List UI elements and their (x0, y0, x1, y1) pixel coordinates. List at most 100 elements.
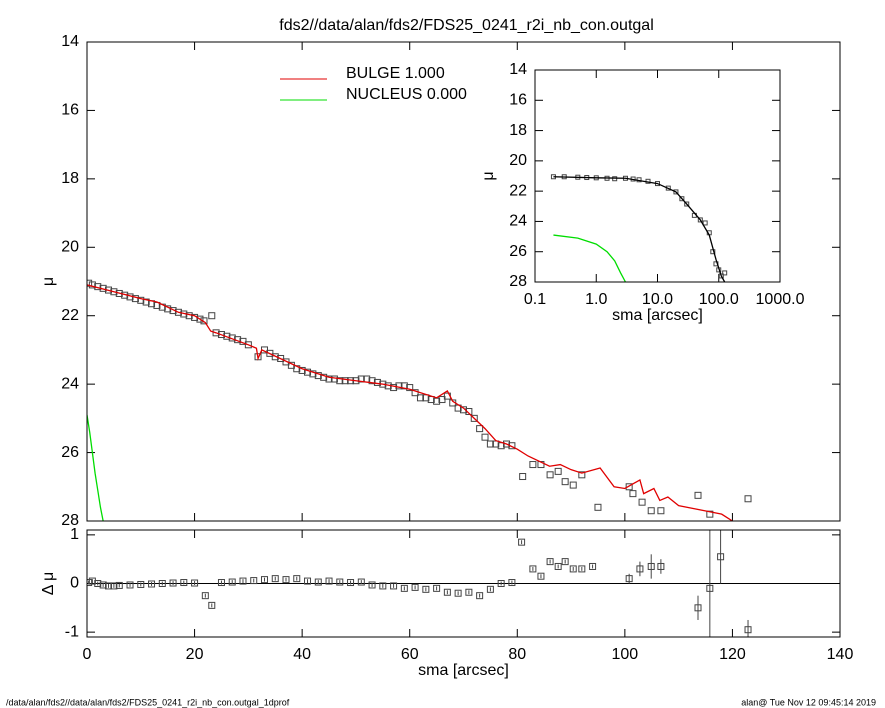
data-point (694, 604, 702, 612)
y-tick-label: 1 (70, 526, 79, 543)
data-point (625, 483, 633, 491)
data-point (336, 377, 344, 385)
x-tick-label: 140 (827, 646, 854, 663)
data-point (110, 288, 118, 296)
data-point (298, 366, 306, 374)
data-point (357, 578, 365, 586)
y-axis-label: Δ μ (40, 572, 57, 595)
data-point (702, 220, 708, 226)
x-tick-label: 60 (401, 646, 419, 663)
x-tick-label: 1000.0 (756, 291, 805, 308)
data-point (271, 353, 279, 361)
chart-title: fds2//data/alan/fds2/FDS25_0241_r2i_nb_c… (279, 17, 654, 34)
data-point (196, 315, 204, 323)
data-point (629, 490, 637, 498)
data-point (208, 312, 216, 320)
data-point (706, 584, 714, 592)
y-tick-label: 22 (61, 307, 79, 324)
data-point (594, 503, 602, 511)
data-point (657, 562, 665, 570)
series-group (87, 279, 752, 521)
x-tick-label: 0 (83, 646, 92, 663)
data-point (508, 579, 516, 587)
y-tick-label: -1 (65, 623, 79, 640)
data-point (88, 577, 96, 585)
data-point (470, 414, 478, 422)
data-point (569, 481, 577, 489)
data-point (406, 384, 414, 392)
data-point (589, 562, 597, 570)
data-point (94, 580, 102, 587)
legend-label: NUCLEUS 0.000 (346, 86, 467, 103)
footer-left: /data/alan/fds2//data/alan/fds2/FDS25_02… (6, 697, 290, 707)
data-point (518, 538, 526, 546)
data-point (293, 575, 301, 583)
data-point (416, 394, 424, 402)
x-axis-label: sma [arcsec] (612, 307, 703, 324)
frame (86, 529, 841, 638)
data-point (201, 592, 209, 600)
x-tick-label: 80 (508, 646, 526, 663)
model-line (553, 176, 726, 282)
data-point (180, 579, 188, 587)
data-point (561, 558, 569, 566)
data-point (497, 580, 505, 587)
data-point (390, 384, 398, 392)
y-tick-label: 14 (61, 33, 79, 50)
data-point (314, 578, 322, 586)
y-axis-label: μ (480, 171, 497, 180)
model-line (87, 284, 733, 521)
data-point (368, 581, 376, 589)
y-tick-label: 16 (61, 102, 79, 119)
y-tick-label: 24 (509, 213, 527, 230)
legend-label: BULGE 1.000 (346, 65, 445, 82)
data-point (325, 375, 333, 383)
data-point (554, 562, 562, 570)
data-point (169, 579, 177, 587)
data-point (433, 584, 441, 592)
y-tick-label: 16 (509, 92, 527, 109)
data-point (657, 507, 665, 515)
series-group (87, 530, 752, 637)
data-point (673, 189, 679, 195)
x-tick-label: 100 (612, 646, 639, 663)
y-tick-label: 28 (509, 273, 527, 290)
series-group (550, 174, 728, 282)
y-tick-label: 18 (61, 170, 79, 187)
data-point (200, 317, 208, 325)
data-point (744, 495, 752, 503)
data-point (411, 583, 419, 591)
data-point (465, 588, 473, 596)
data-point (638, 498, 646, 506)
data-point (217, 579, 225, 587)
data-point (271, 575, 279, 583)
data-point (684, 201, 690, 207)
data-point (519, 473, 527, 481)
data-point (697, 217, 703, 223)
data-point (647, 562, 655, 570)
data-point (250, 577, 258, 585)
footer-right: alan@ Tue Nov 12 09:45:14 2019 (741, 697, 876, 707)
frame (534, 69, 781, 283)
data-point (110, 582, 118, 590)
data-point (99, 581, 107, 589)
data-point (537, 572, 545, 580)
panel: 0.1 1.0 10.0 100.0 1000.0 14 16 18 20 22 24 26 28 sma… (480, 61, 804, 324)
y-tick-label: 14 (509, 61, 527, 78)
data-point (304, 577, 312, 585)
data-point (320, 373, 328, 381)
data-point (529, 565, 537, 573)
y-tick-label: 26 (61, 444, 79, 461)
data-point (717, 553, 725, 561)
data-point (325, 577, 333, 585)
data-point (87, 579, 93, 587)
data-point (486, 585, 494, 593)
y-tick-label: 22 (509, 182, 527, 199)
x-tick-label: 1.0 (585, 291, 607, 308)
x-axis-label: sma [arcsec] (418, 662, 509, 679)
data-point (336, 578, 344, 586)
data-point (395, 382, 403, 390)
data-point (554, 467, 562, 475)
